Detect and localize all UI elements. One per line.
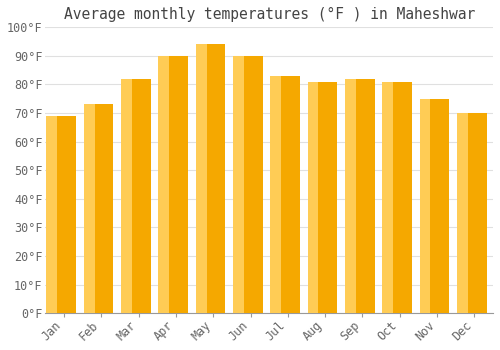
Bar bbox=[52, 116, 76, 313]
Bar bbox=[270, 76, 281, 313]
Bar bbox=[425, 99, 449, 313]
Bar bbox=[164, 56, 188, 313]
Bar bbox=[126, 79, 150, 313]
Bar bbox=[196, 44, 206, 313]
Bar bbox=[313, 82, 338, 313]
Bar bbox=[382, 82, 393, 313]
Bar bbox=[308, 82, 318, 313]
Bar bbox=[457, 113, 468, 313]
Bar bbox=[89, 105, 114, 313]
Bar bbox=[46, 116, 58, 313]
Bar bbox=[201, 44, 226, 313]
Bar bbox=[233, 56, 244, 313]
Title: Average monthly temperatures (°F ) in Maheshwar: Average monthly temperatures (°F ) in Ma… bbox=[64, 7, 475, 22]
Bar bbox=[345, 79, 356, 313]
Bar bbox=[462, 113, 486, 313]
Bar bbox=[84, 105, 94, 313]
Bar bbox=[420, 99, 430, 313]
Bar bbox=[121, 79, 132, 313]
Bar bbox=[350, 79, 374, 313]
Bar bbox=[276, 76, 300, 313]
Bar bbox=[388, 82, 412, 313]
Bar bbox=[158, 56, 170, 313]
Bar bbox=[238, 56, 262, 313]
